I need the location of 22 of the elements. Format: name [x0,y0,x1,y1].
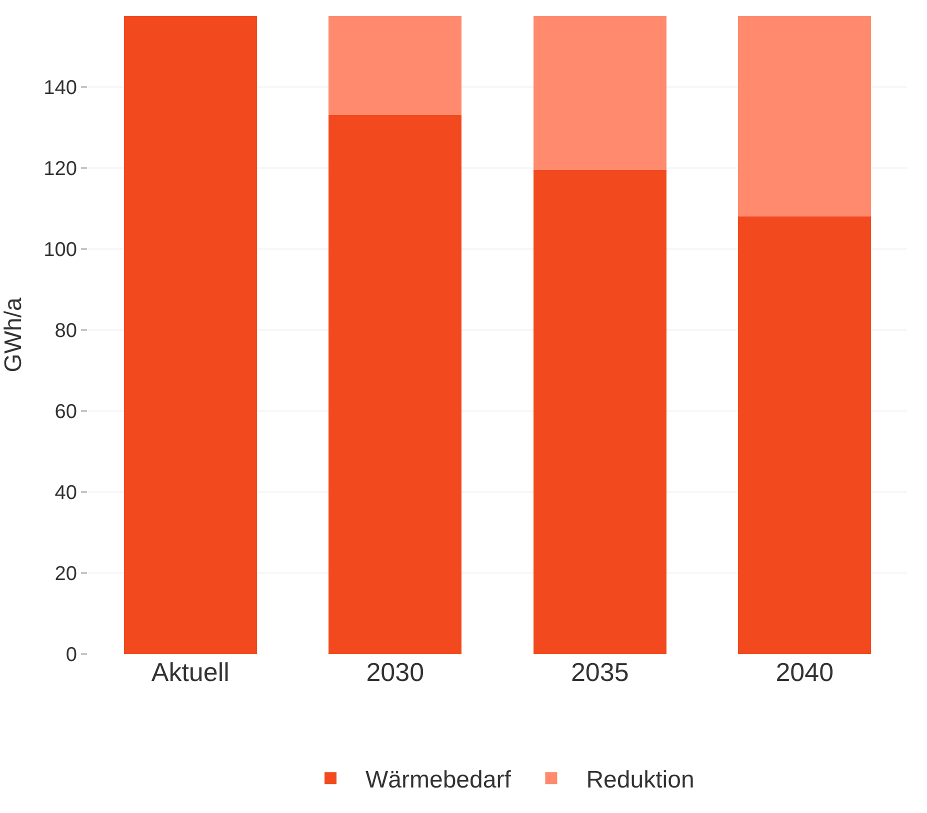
bar [124,16,257,654]
bar [328,16,462,116]
y-tick-label: 120 [44,158,77,180]
y-tick-label: 0 [66,644,77,666]
bar [328,115,462,654]
y-axis-title: GWh/a [0,297,27,372]
x-tick-label: 2040 [776,657,834,687]
y-tick-label: 20 [54,562,77,585]
bar [738,216,872,654]
x-tick-label: 2035 [570,657,629,687]
bar [533,170,666,654]
legend-label: Reduktion [586,766,694,794]
bar [533,16,666,170]
y-tick-label: 40 [54,482,77,504]
y-tick-label: 60 [54,400,77,423]
x-tick-label: 2030 [366,657,424,687]
bar [738,16,872,217]
legend-label: Wärmebedarf [366,766,512,794]
y-tick-label: 100 [44,238,77,261]
x-tick-label: Aktuell [151,657,230,687]
y-tick-label: 80 [54,320,77,342]
y-tick-label: 140 [44,76,77,99]
